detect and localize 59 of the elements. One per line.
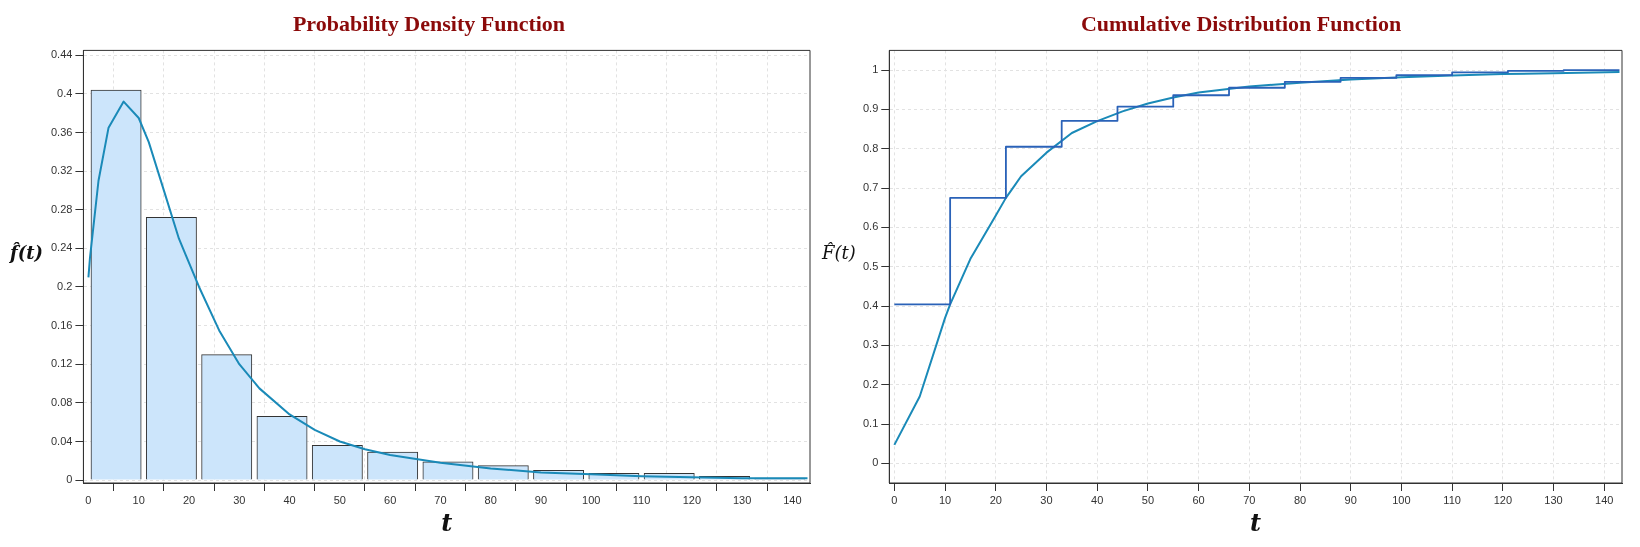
y-tick-label: 0.4 bbox=[57, 86, 73, 99]
x-tick-label: 0 bbox=[891, 493, 898, 506]
x-tick-label: 140 bbox=[1595, 493, 1614, 506]
x-tick-label: 60 bbox=[384, 493, 397, 506]
x-tick-label: 120 bbox=[1493, 493, 1513, 506]
y-tick-label: 0.08 bbox=[50, 395, 73, 408]
x-tick-label: 140 bbox=[783, 493, 802, 506]
y-tick-label: 0.5 bbox=[862, 259, 879, 272]
x-tick-label: 50 bbox=[333, 493, 346, 506]
y-tick-label: 0.44 bbox=[50, 48, 73, 61]
y-tick-label: 0.28 bbox=[50, 202, 73, 215]
y-tick-label: 0.4 bbox=[862, 299, 879, 312]
y-tick-label: 0.36 bbox=[50, 125, 73, 138]
y-tick-label: 0.7 bbox=[862, 181, 879, 194]
y-tick-label: 0.6 bbox=[862, 220, 879, 233]
x-tick-label: 30 bbox=[1040, 493, 1053, 506]
x-tick-label: 110 bbox=[632, 493, 651, 506]
x-tick-label: 100 bbox=[582, 493, 601, 506]
y-tick-label: 0.8 bbox=[862, 141, 879, 154]
y-tick-label: 1 bbox=[872, 63, 879, 76]
x-tick-label: 60 bbox=[1192, 493, 1205, 506]
x-tick-label: 40 bbox=[1091, 493, 1104, 506]
y-tick-label: 0.2 bbox=[57, 280, 73, 293]
x-tick-label: 10 bbox=[132, 493, 145, 506]
y-tick-label: 0 bbox=[872, 456, 879, 469]
y-tick-label: 0.24 bbox=[50, 241, 73, 254]
y-tick-label: 0 bbox=[66, 473, 73, 486]
x-tick-label: 90 bbox=[534, 493, 548, 506]
y-axis-title: F̂(t) bbox=[822, 241, 856, 263]
y-tick-label: 0.16 bbox=[50, 318, 73, 331]
y-tick-label: 0.1 bbox=[862, 417, 879, 430]
y-tick-label: 0.12 bbox=[50, 357, 73, 370]
y-tick-label: 0.04 bbox=[50, 434, 73, 447]
x-tick-label: 90 bbox=[1344, 493, 1357, 506]
x-tick-label: 120 bbox=[682, 493, 702, 506]
x-tick-label: 0 bbox=[85, 493, 92, 506]
x-tick-label: 10 bbox=[938, 493, 952, 506]
x-tick-label: 20 bbox=[989, 493, 1002, 506]
x-tick-label: 40 bbox=[283, 493, 296, 506]
x-tick-label: 30 bbox=[233, 493, 246, 506]
x-tick-label: 50 bbox=[1141, 493, 1155, 506]
x-tick-label: 80 bbox=[484, 493, 497, 506]
x-tick-label: 70 bbox=[1243, 493, 1256, 506]
x-tick-label: 100 bbox=[1392, 493, 1411, 506]
chart-title: Probability Density Function bbox=[292, 10, 566, 36]
y-tick-label: 0.9 bbox=[862, 102, 879, 115]
x-tick-label: 130 bbox=[1544, 493, 1563, 506]
y-tick-label: 0.3 bbox=[862, 338, 879, 351]
y-tick-label: 0.32 bbox=[50, 164, 73, 177]
x-tick-label: 110 bbox=[1443, 493, 1461, 506]
x-tick-label: 20 bbox=[182, 493, 196, 506]
x-tick-label: 70 bbox=[434, 493, 447, 506]
x-axis-title: t bbox=[441, 507, 453, 537]
x-axis-title: t bbox=[1250, 507, 1262, 537]
y-tick-label: 0.2 bbox=[862, 377, 879, 390]
y-axis-title: f̂(t) bbox=[10, 241, 44, 263]
x-tick-label: 80 bbox=[1293, 493, 1307, 506]
chart-title: Cumulative Distribution Function bbox=[1080, 10, 1402, 36]
x-tick-label: 130 bbox=[732, 493, 752, 506]
